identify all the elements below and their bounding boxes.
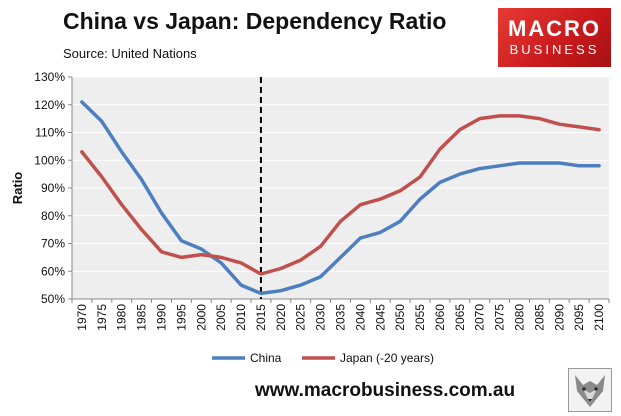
- y-tick-label: 120%: [34, 98, 65, 112]
- x-tick-label: 2020: [274, 304, 288, 331]
- y-tick-label: 70%: [41, 237, 65, 251]
- x-tick-label: 2070: [473, 304, 487, 331]
- x-tick-label: 2015: [254, 304, 268, 331]
- x-tick-label: 2095: [572, 304, 586, 331]
- x-tick-label: 1975: [95, 304, 109, 331]
- x-tick-label: 1995: [174, 304, 188, 331]
- fox-logo: [568, 368, 612, 412]
- fox-icon: [575, 375, 605, 407]
- x-tick-label: 2010: [234, 304, 248, 331]
- gridlines: [72, 76, 609, 300]
- y-tick-label: 90%: [41, 181, 65, 195]
- japan-series-line: [80, 114, 601, 276]
- chart-source: Source: United Nations: [63, 46, 197, 61]
- y-axis-label: Ratio: [10, 172, 25, 205]
- x-tick-label: 1980: [115, 304, 129, 331]
- china-series-line: [80, 100, 601, 296]
- x-tick-label: 2050: [393, 304, 407, 331]
- x-tick-label: 2075: [493, 304, 507, 331]
- y-tick-label: 110%: [35, 126, 65, 140]
- macrobusiness-logo: MACRO BUSINESS: [498, 8, 611, 67]
- x-tick-label: 2040: [353, 304, 367, 331]
- x-tick-label: 2030: [314, 304, 328, 331]
- x-tick-label: 2085: [532, 304, 546, 331]
- y-axis: 50% 60% 70% 80% 90% 100% 110% 120% 130%: [34, 70, 73, 306]
- x-tick-label: 2080: [513, 304, 527, 331]
- x-tick-label: 2005: [214, 304, 228, 331]
- series-lines: [80, 100, 601, 296]
- legend-label: Japan (-20 years): [340, 351, 434, 365]
- x-tick-label: 2045: [373, 304, 387, 331]
- logo-line-1: MACRO: [507, 16, 602, 41]
- website-url: www.macrobusiness.com.au: [255, 380, 516, 401]
- x-tick-label: 2035: [334, 304, 348, 331]
- logo-line-2: BUSINESS: [509, 42, 600, 57]
- x-tick-label: 2060: [433, 304, 447, 331]
- y-tick-label: 130%: [34, 70, 65, 84]
- x-tick-label: 2000: [194, 304, 208, 331]
- x-axis: 1970 1975 1980 1985 1990 1995 2000 2005 2010 2015…: [71, 298, 610, 331]
- x-tick-label: 1985: [135, 304, 149, 331]
- x-tick-label: 2055: [413, 304, 427, 331]
- y-tick-label: 80%: [41, 209, 65, 223]
- legend-label: China: [250, 351, 282, 365]
- y-tick-label: 50%: [41, 292, 65, 306]
- chart-title: China vs Japan: Dependency Ratio: [63, 8, 447, 34]
- x-tick-label: 2025: [294, 304, 308, 331]
- x-tick-label: 1990: [155, 304, 169, 331]
- y-tick-label: 100%: [34, 153, 65, 167]
- x-tick-label: 2065: [453, 304, 467, 331]
- legend: China Japan (-20 years): [212, 351, 434, 365]
- x-tick-label: 2090: [552, 304, 566, 331]
- x-tick-label: 2100: [592, 304, 606, 331]
- y-tick-label: 60%: [41, 264, 65, 278]
- x-tick-label: 1970: [75, 304, 89, 331]
